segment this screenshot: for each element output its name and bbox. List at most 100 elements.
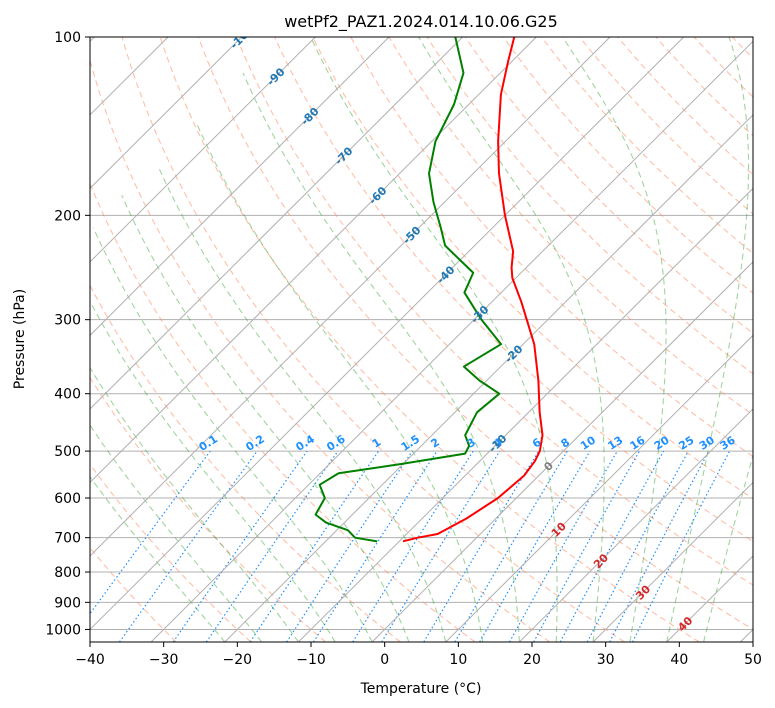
- x-tick-label: 30: [597, 652, 615, 668]
- y-tick-label: 100: [54, 30, 81, 46]
- mixing-ratio-line: [423, 450, 540, 642]
- profile-series: [314, 37, 544, 543]
- y-tick-label: 600: [54, 491, 81, 507]
- dry-adiabat: [274, 37, 753, 543]
- dry-adiabat: [312, 37, 753, 500]
- dry-adiabat: [731, 37, 753, 59]
- isotherm-line: [592, 481, 753, 642]
- y-axis-title: Pressure (hPa): [12, 289, 28, 389]
- dry-adiabat: [90, 182, 476, 642]
- gridlines: [90, 37, 753, 630]
- moist-adiabat: [703, 453, 753, 642]
- x-tick-label: 0: [380, 652, 389, 668]
- mixing-ratio-label: 8: [559, 436, 573, 451]
- x-tick-label: 40: [670, 652, 688, 668]
- dry-adiabat: [693, 37, 753, 98]
- dry-adiabat: [235, 37, 753, 586]
- dry-adiabat: [350, 37, 753, 458]
- mixing-ratio-line: [454, 450, 568, 642]
- moist-adiabat: [157, 165, 447, 642]
- isotherm-line: [445, 334, 753, 642]
- isotherm-line: [90, 37, 685, 631]
- dry-adiabat: [121, 37, 625, 642]
- mixing-ratio-lines: [90, 450, 731, 642]
- adiabat-lines: [90, 37, 775, 642]
- dry-adiabat: [197, 37, 753, 631]
- dry-adiabat: [617, 37, 753, 176]
- x-tick-label: −40: [75, 652, 105, 668]
- isotherm-line: [90, 37, 243, 190]
- moist-adiabat: [90, 424, 263, 642]
- dry-adiabat: [90, 284, 401, 642]
- isotherm-line: [90, 37, 537, 484]
- dry-adiabat: [90, 463, 252, 642]
- x-tick-label: −20: [223, 652, 253, 668]
- mixing-ratio-label: 10: [578, 433, 598, 452]
- mixing-ratio-line: [586, 450, 689, 642]
- y-tick-label: 700: [54, 531, 81, 547]
- mixing-ratio-line: [172, 450, 308, 642]
- isotherm-line: [519, 408, 753, 642]
- dry-adiabat: [502, 37, 753, 294]
- isotherm-line: [90, 37, 611, 557]
- x-tick-label: 20: [523, 652, 541, 668]
- isotherm-line: [90, 37, 390, 337]
- mixing-ratio-line: [249, 450, 380, 642]
- mixing-ratio-line: [352, 450, 474, 642]
- y-tick-label: 200: [54, 208, 81, 224]
- y-tick-label: 1000: [45, 622, 81, 638]
- moist-adiabat: [310, 37, 558, 642]
- x-tick-label: −30: [149, 652, 179, 668]
- x-tick-label: −10: [296, 652, 326, 668]
- temperature-profile-line: [402, 37, 544, 543]
- mixing-ratio-line: [381, 450, 501, 642]
- x-tick-label: 10: [449, 652, 467, 668]
- y-tick-label: 500: [54, 444, 81, 460]
- y-tick-label: 800: [54, 565, 81, 581]
- chart-title: wetPf2_PAZ1.2024.014.10.06.G25: [284, 12, 558, 32]
- dry-adiabat: [159, 37, 700, 642]
- moist-adiabat: [562, 37, 667, 642]
- mixing-ratio-label: 16: [628, 433, 648, 452]
- y-tick-label: 300: [54, 313, 81, 329]
- y-tick-label: 900: [54, 595, 81, 611]
- dry-adiabat: [90, 58, 551, 642]
- mixing-ratio-line: [205, 450, 339, 642]
- y-tick-label: 400: [54, 387, 81, 403]
- isotherm-line: [371, 261, 753, 642]
- axes: −40 −30 −20 −10 0 10 20 30 40 50 100 200 300 400 500 60…: [45, 30, 762, 668]
- mixing-ratio-line: [312, 450, 438, 642]
- dry-adiabat: [388, 37, 753, 416]
- moist-adiabat: [242, 72, 520, 642]
- dry-adiabat: [655, 37, 753, 137]
- isotherm-line: [224, 114, 753, 642]
- mixing-ratio-label: 30: [697, 433, 717, 452]
- moist-adiabat: [196, 123, 484, 642]
- isotherm-line: [90, 37, 316, 263]
- plot-frame: [89, 36, 754, 643]
- mixing-ratio-line: [559, 450, 665, 642]
- mixing-ratio-line: [632, 450, 731, 642]
- moist-adiabat: [666, 37, 750, 642]
- skewed-isotherms: [90, 37, 753, 642]
- moist-adiabat: [121, 195, 410, 642]
- moist-adiabat: [90, 300, 336, 642]
- mixing-ratio-label: 1: [370, 436, 384, 451]
- mixing-ratio-line: [533, 450, 640, 642]
- mixing-ratio-label: 36: [718, 433, 738, 452]
- mixing-ratio-line: [286, 450, 413, 642]
- moist-adiabat: [92, 227, 373, 642]
- dewpoint-profile-line: [314, 37, 503, 543]
- isotherm-line: [150, 40, 753, 642]
- isotherm-line: [90, 37, 464, 410]
- dry-adiabat: [90, 376, 327, 642]
- x-axis-title: Temperature (°C): [360, 681, 482, 697]
- mixing-ratio-line: [118, 450, 258, 642]
- moist-adiabat: [90, 475, 226, 642]
- isotherm-line: [298, 187, 753, 642]
- moist-adiabat: [418, 37, 605, 642]
- dry-adiabat: [770, 37, 775, 642]
- mixing-ratio-line: [90, 450, 211, 615]
- mixing-ratio-label: 20: [652, 433, 672, 452]
